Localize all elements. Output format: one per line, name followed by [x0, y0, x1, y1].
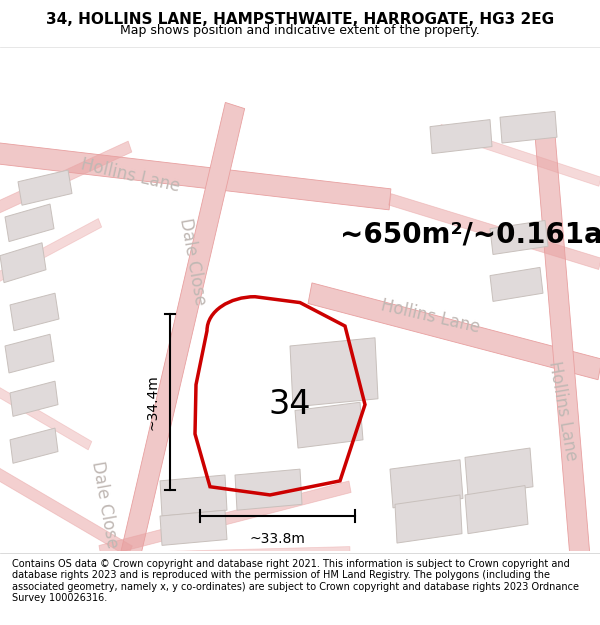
Polygon shape: [99, 481, 351, 557]
Polygon shape: [0, 219, 101, 286]
Text: 34: 34: [269, 388, 311, 421]
Polygon shape: [490, 221, 548, 254]
Polygon shape: [10, 293, 59, 331]
Polygon shape: [500, 111, 557, 143]
Text: Hollins Lane: Hollins Lane: [379, 296, 481, 337]
Polygon shape: [465, 486, 528, 534]
Text: Dale Close: Dale Close: [176, 216, 209, 307]
Polygon shape: [121, 102, 245, 560]
Polygon shape: [308, 283, 600, 380]
Polygon shape: [0, 464, 132, 556]
Polygon shape: [5, 204, 54, 242]
Text: Hollins Lane: Hollins Lane: [79, 156, 181, 196]
Polygon shape: [389, 194, 600, 269]
Polygon shape: [0, 142, 391, 210]
Polygon shape: [439, 124, 600, 186]
Text: ~34.4m: ~34.4m: [146, 374, 160, 430]
Polygon shape: [130, 546, 350, 562]
Polygon shape: [5, 334, 54, 373]
Polygon shape: [0, 141, 132, 216]
Text: 34, HOLLINS LANE, HAMPSTHWAITE, HARROGATE, HG3 2EG: 34, HOLLINS LANE, HAMPSTHWAITE, HARROGAT…: [46, 12, 554, 27]
Text: Contains OS data © Crown copyright and database right 2021. This information is : Contains OS data © Crown copyright and d…: [12, 559, 579, 603]
Polygon shape: [430, 119, 492, 154]
Polygon shape: [160, 475, 227, 516]
Polygon shape: [10, 428, 58, 463]
Polygon shape: [535, 134, 590, 558]
Polygon shape: [290, 338, 378, 407]
Text: Dale Close: Dale Close: [88, 459, 122, 549]
Polygon shape: [18, 170, 72, 205]
Polygon shape: [0, 242, 46, 282]
Text: ~33.8m: ~33.8m: [250, 532, 305, 546]
Polygon shape: [295, 402, 363, 448]
Polygon shape: [390, 460, 463, 508]
Polygon shape: [395, 495, 462, 543]
Text: ~650m²/~0.161ac.: ~650m²/~0.161ac.: [340, 221, 600, 249]
Polygon shape: [10, 381, 58, 416]
Polygon shape: [490, 268, 543, 301]
Polygon shape: [465, 448, 533, 496]
Text: Map shows position and indicative extent of the property.: Map shows position and indicative extent…: [120, 24, 480, 36]
Polygon shape: [0, 383, 92, 450]
Polygon shape: [160, 510, 227, 546]
Polygon shape: [235, 469, 302, 510]
Text: Hollins Lane: Hollins Lane: [545, 359, 581, 462]
